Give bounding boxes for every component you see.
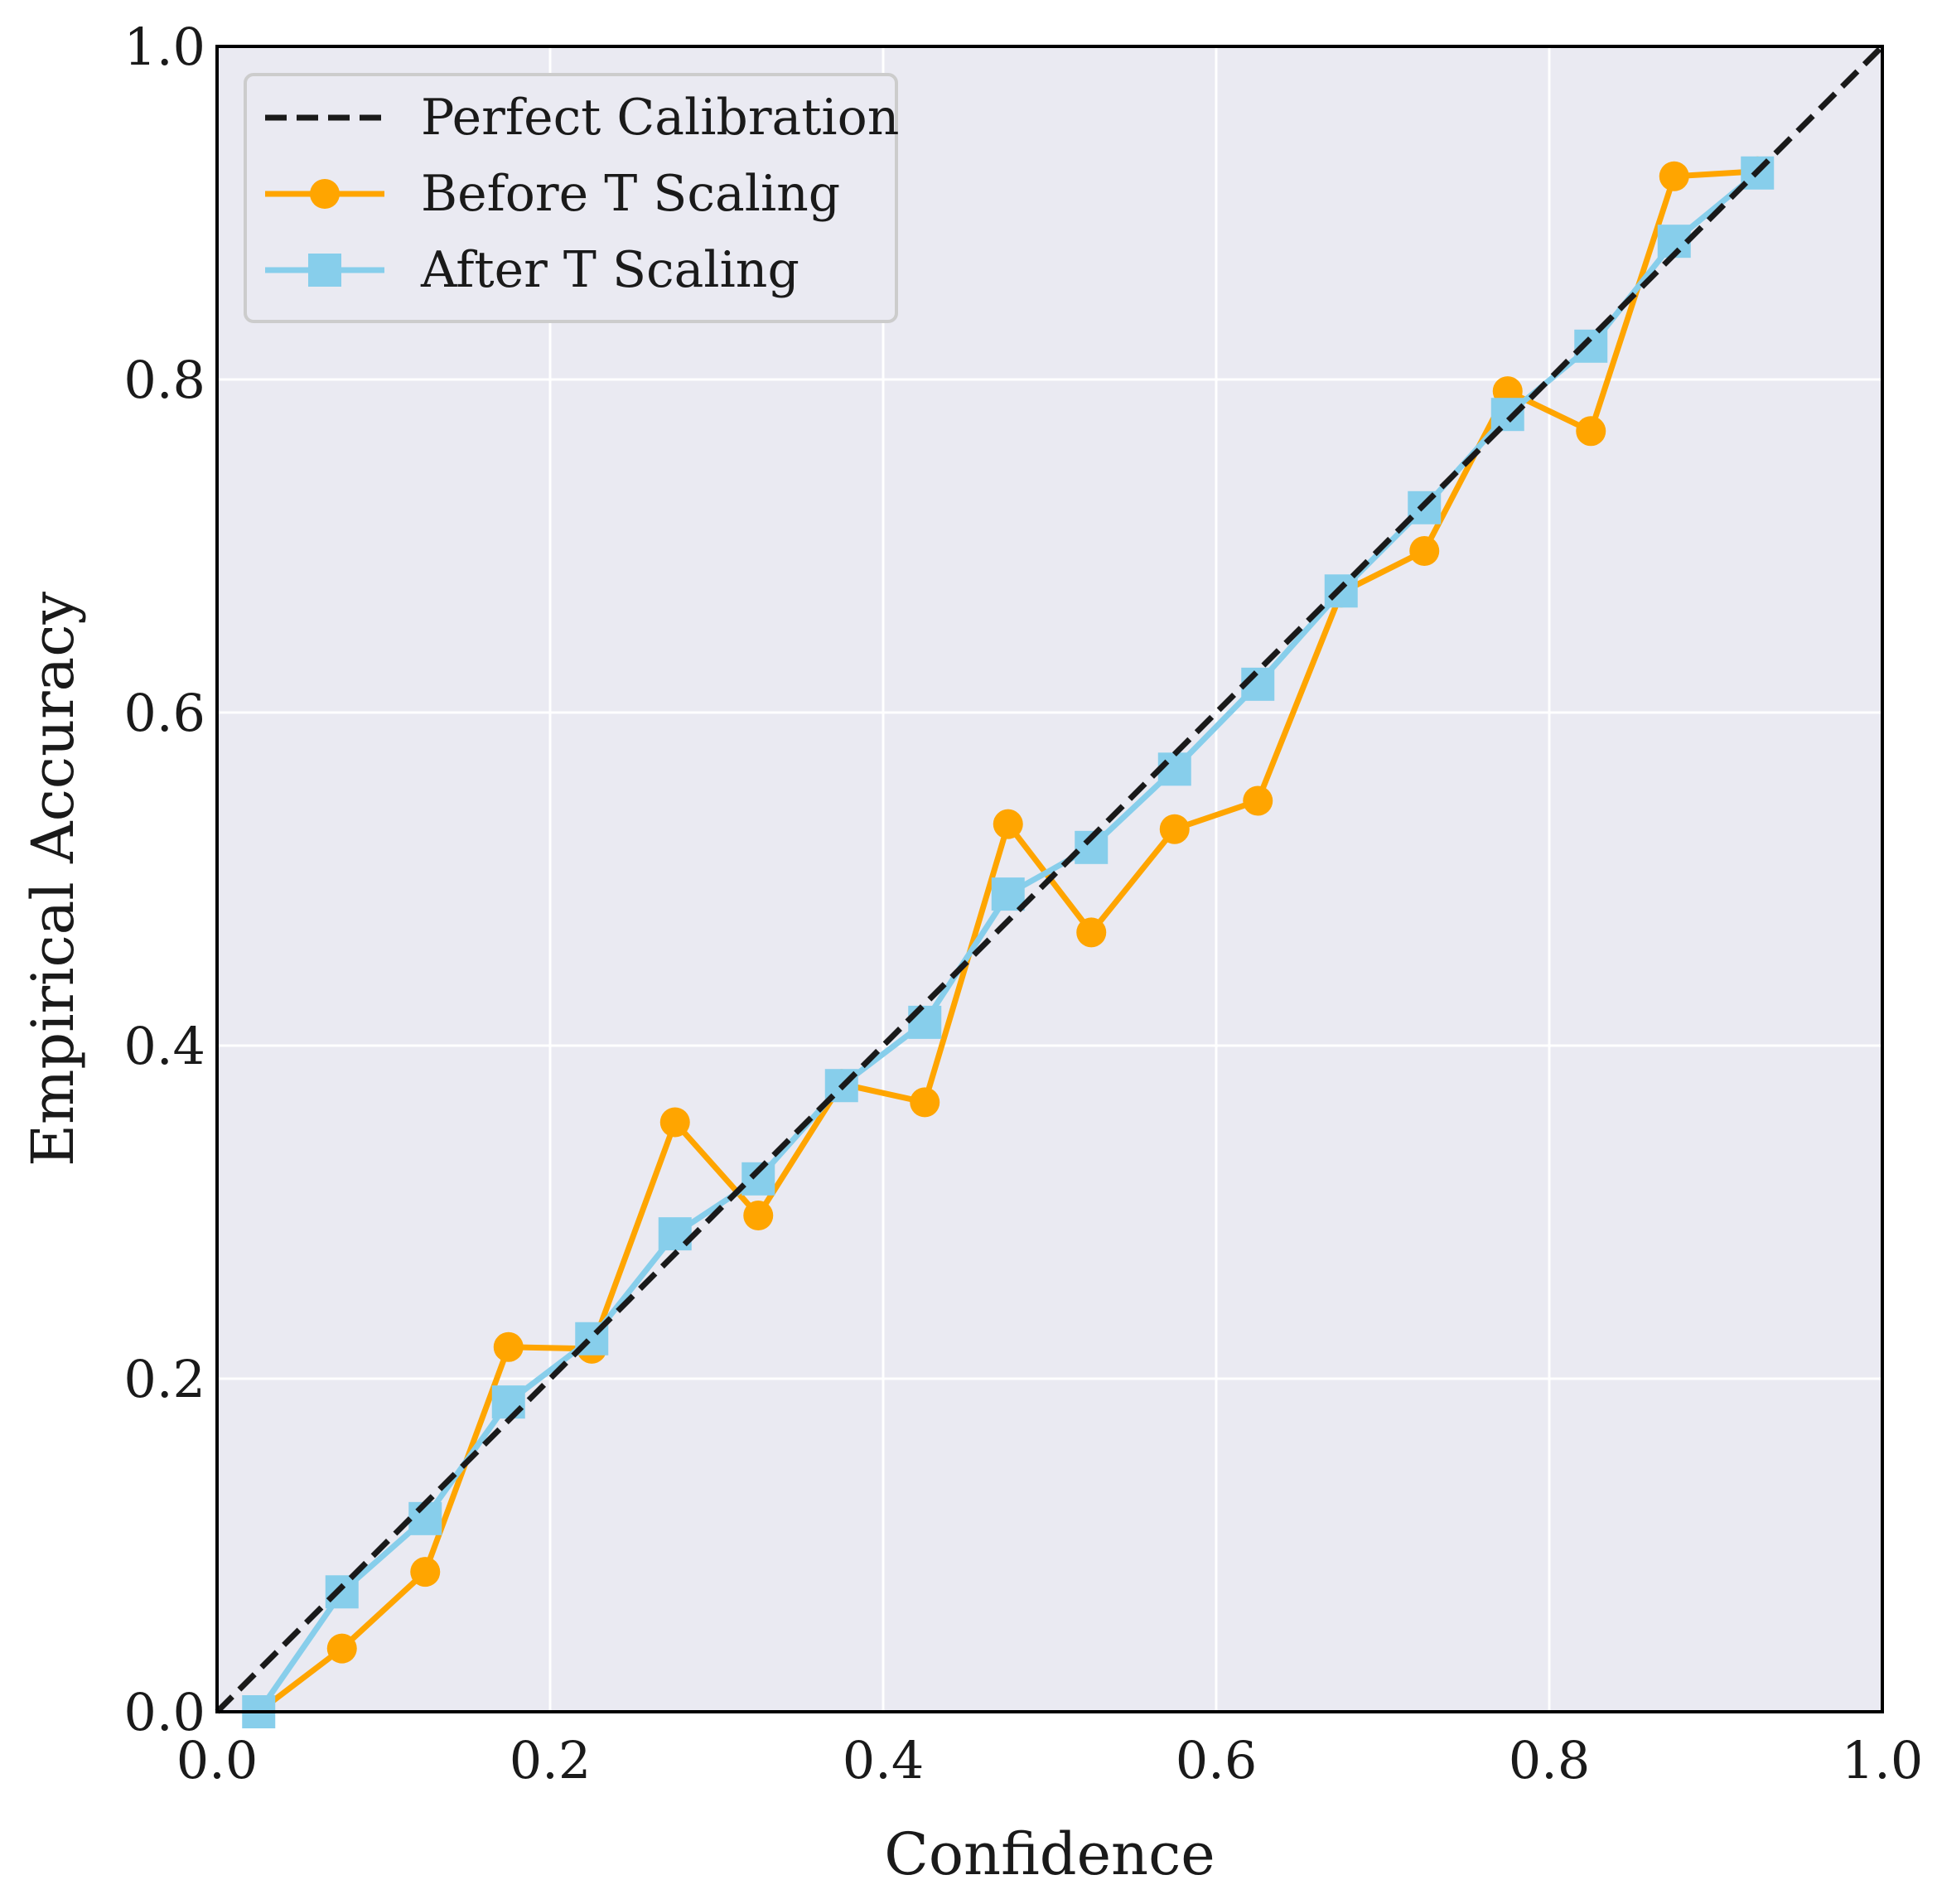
x-tick-label: 0.8 — [1509, 1730, 1591, 1790]
legend-item: Perfect Calibration — [265, 89, 899, 147]
y-tick-label: 0.8 — [123, 350, 205, 410]
legend-item: After T Scaling — [265, 241, 799, 299]
y-tick-label: 0.2 — [123, 1349, 205, 1409]
legend-label: Perfect Calibration — [421, 89, 899, 147]
data-point — [1409, 536, 1440, 567]
data-point — [491, 1385, 525, 1419]
series-layer — [215, 44, 1885, 1728]
legend-label: After T Scaling — [420, 241, 799, 299]
y-tick-label: 1.0 — [123, 17, 205, 77]
y-tick-label: 0.0 — [123, 1682, 205, 1742]
legend-marker — [310, 179, 340, 209]
data-point — [1659, 161, 1689, 191]
data-point — [910, 1087, 940, 1118]
data-point — [743, 1201, 774, 1231]
data-point — [1076, 917, 1107, 948]
legend-box — [244, 73, 898, 323]
series-0 — [215, 44, 1885, 1714]
legend-marker — [308, 254, 341, 287]
legend-item: Before T Scaling — [265, 165, 840, 223]
y-axis-title: Empirical Accuracy — [19, 592, 87, 1167]
tick-labels: 0.0 0.2 0.4 0.6 0.8 1.0 0.0 0.2 0.4 0.6 0.8 1.0 — [123, 17, 1923, 1790]
x-tick-label: 0.4 — [843, 1730, 925, 1790]
data-point — [1576, 416, 1606, 447]
data-point — [410, 1557, 441, 1587]
legend-label: Before T Scaling — [421, 165, 840, 223]
data-point — [1159, 814, 1190, 844]
data-point — [993, 809, 1023, 839]
x-tick-label: 0.2 — [510, 1730, 592, 1790]
y-tick-label: 0.6 — [123, 683, 205, 743]
series-2 — [242, 156, 1775, 1728]
data-point — [1243, 785, 1273, 816]
legend: Perfect Calibration Before T Scaling After… — [244, 73, 899, 323]
data-point — [991, 877, 1025, 911]
data-point — [659, 1107, 690, 1138]
data-point — [326, 1633, 357, 1664]
data-point — [493, 1331, 524, 1362]
plot-frame — [215, 45, 1884, 1713]
x-axis-title: Confidence — [884, 1820, 1215, 1888]
data-point — [908, 1005, 942, 1039]
data-point — [325, 1575, 359, 1609]
x-tick-label: 0.0 — [176, 1730, 258, 1790]
data-point — [1490, 398, 1524, 432]
y-tick-label: 0.4 — [123, 1016, 205, 1076]
series-line — [215, 44, 1885, 1714]
x-tick-label: 0.6 — [1176, 1730, 1258, 1790]
x-tick-label: 1.0 — [1842, 1730, 1924, 1790]
